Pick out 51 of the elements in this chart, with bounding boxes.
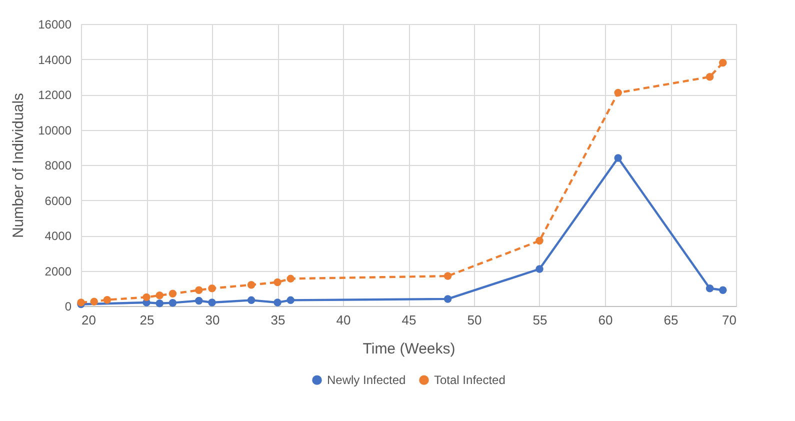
- point: [614, 88, 622, 97]
- point: [195, 296, 203, 305]
- x-tick-label: 50: [467, 312, 482, 328]
- x-tick-label: 65: [664, 312, 678, 328]
- point: [286, 296, 294, 304]
- x-axis-title: Time (Weeks): [362, 340, 456, 358]
- point: [247, 280, 256, 289]
- y-tick-label: 2000: [44, 264, 72, 278]
- x-tick-label: 30: [205, 312, 220, 328]
- legend-label: Newly Infected: [327, 373, 406, 388]
- legend-label: Total Infected: [434, 373, 506, 388]
- x-tick-label: 35: [270, 312, 286, 328]
- y-axis-title: Number of Individuals: [10, 92, 28, 238]
- y-tick-label: 16000: [38, 18, 72, 32]
- point: [168, 290, 177, 298]
- point: [614, 154, 622, 162]
- point: [195, 286, 203, 294]
- point: [274, 278, 282, 286]
- point: [90, 298, 98, 306]
- point: [208, 284, 216, 292]
- y-tick-label: 8000: [44, 158, 72, 172]
- y-tick-label: 6000: [44, 194, 72, 208]
- point: [536, 265, 544, 273]
- point: [142, 293, 150, 302]
- y-tick-label: 14000: [38, 52, 72, 67]
- point: [247, 296, 256, 304]
- y-tick-label: 0: [64, 300, 72, 314]
- point: [286, 274, 294, 283]
- point: [156, 299, 164, 308]
- point: [719, 286, 727, 294]
- point: [208, 298, 216, 306]
- x-tick-label: 20: [82, 312, 96, 328]
- point: [719, 58, 727, 67]
- x-tick-label: 70: [722, 312, 736, 328]
- x-tick-label: 40: [336, 312, 351, 328]
- point: [168, 298, 177, 307]
- x-tick-label: 45: [402, 312, 416, 328]
- x-tick-label: 55: [532, 312, 548, 328]
- point: [444, 295, 452, 303]
- y-tick-label: 4000: [44, 229, 72, 243]
- point: [444, 272, 452, 280]
- y-tick-label: 10000: [38, 123, 72, 138]
- point: [706, 284, 714, 292]
- x-tick-label: 25: [140, 312, 154, 328]
- point: [103, 296, 112, 304]
- y-tick-label: 12000: [38, 88, 72, 102]
- point: [536, 236, 544, 245]
- point: [706, 73, 714, 81]
- point: [156, 292, 164, 300]
- x-tick-label: 60: [598, 312, 613, 328]
- point: [274, 298, 282, 306]
